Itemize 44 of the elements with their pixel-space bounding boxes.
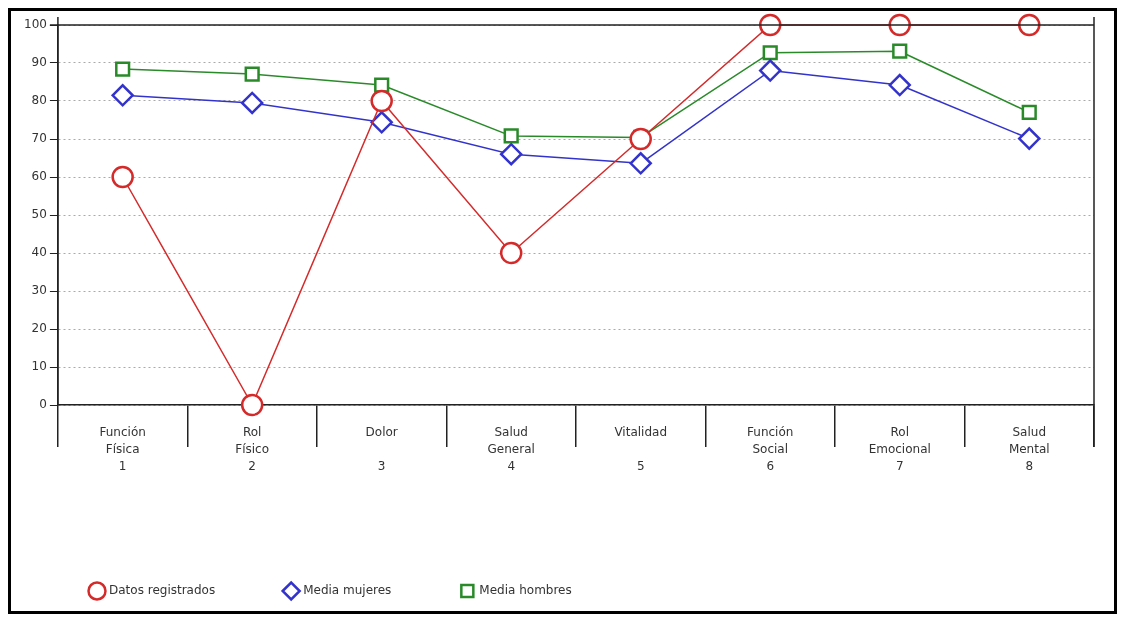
point [888,73,911,97]
point [888,13,911,37]
point [499,142,523,166]
point [240,393,264,417]
legend-label: Media mujeres [303,583,392,598]
point [370,89,393,113]
point [503,128,519,144]
legend-label: Datos registrados [109,583,216,598]
point [370,111,393,134]
y-tick-label: 80 [31,93,47,108]
y-tick-label: 10 [31,359,47,374]
point [244,66,260,82]
point [374,77,390,93]
point [758,59,782,82]
x-tick-label: Rol Emocional 7 [868,425,931,474]
y-tick-label: 90 [31,55,47,70]
point [115,61,131,77]
x-tick-label: Salud General 4 [487,425,535,474]
y-tick-label: 30 [31,283,47,298]
point [629,152,652,175]
point [1017,13,1041,37]
category-label: Vitalidad 5 [614,425,668,474]
category-label: Dolor 3 [365,425,398,474]
point [111,84,134,107]
point [762,45,778,61]
point [1017,127,1041,150]
point [629,127,652,151]
y-tick-label: 60 [31,169,47,184]
point [1021,104,1037,121]
point [892,43,908,59]
y-tick-label: 50 [31,207,47,222]
x-tick-label: Rol Físico 2 [235,425,270,474]
y-tick-label: 40 [31,245,47,260]
x-tick-label: Función Social 6 [747,425,794,474]
legend-label: Media hombres [479,583,572,598]
y-tick-label: 20 [31,321,47,336]
x-tick-label: Función Física 1 [99,425,146,474]
point [111,165,134,189]
y-tick-label: 0 [39,397,47,412]
y-tick-label: 70 [31,131,47,146]
y-tick-label: 100 [24,17,47,32]
point [240,91,264,115]
x-tick-label: Salud Mental 8 [1008,425,1050,474]
point [499,241,523,265]
